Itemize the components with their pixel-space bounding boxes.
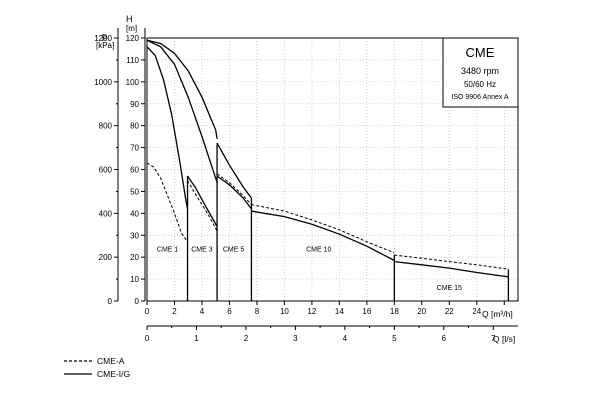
p-axis-tick-label: 800 (99, 122, 113, 131)
x-axis-tick-label: 6 (227, 307, 232, 316)
h-axis-tick-label: 90 (130, 100, 139, 109)
region-label: CME 15 (437, 285, 462, 292)
grid (147, 37, 518, 301)
h-axis-tick-label: 50 (130, 187, 139, 196)
x2-axis-tick-label: 6 (442, 334, 447, 343)
h-axis-tick-label: 20 (130, 253, 139, 262)
region-label: CME 5 (223, 246, 245, 253)
plot-frame (146, 37, 519, 302)
x-axis-tick-label: 16 (362, 307, 371, 316)
x-axis-tick-label: 0 (145, 307, 150, 316)
x2-axis-label: Q [l/s] (493, 334, 515, 344)
info-standard: ISO 9906 Annex A (451, 94, 509, 101)
axes: 0102030405060708090100110120H[m]02004006… (94, 14, 519, 344)
h-axis-tick-label: 70 (130, 144, 139, 153)
h-axis-tick-label: 30 (130, 231, 139, 240)
h-axis-tick-label: 110 (126, 56, 139, 65)
curve-solid-3 (186, 175, 218, 227)
x2-axis-tick-label: 1 (194, 334, 199, 343)
p-axis-tick-label: 1000 (94, 78, 112, 87)
x-axis-tick-label: 20 (417, 307, 426, 316)
x-axis-label: Q [m³/h] (482, 309, 513, 319)
p-axis-tick-label: 200 (99, 253, 113, 262)
x2-axis-tick-label: 2 (244, 334, 249, 343)
legend-label: CME-A (97, 356, 125, 366)
curve-solid-2 (146, 39, 218, 183)
legend: CME-A CME-I/G (64, 356, 130, 379)
p-axis-tick-label: 0 (108, 297, 113, 306)
x-axis-tick-label: 22 (445, 307, 454, 316)
x-axis-tick-label: 8 (255, 307, 260, 316)
x2-axis-tick-label: 7 (491, 334, 496, 343)
x2-axis-tick-label: 0 (145, 334, 150, 343)
h-axis-tick-label: 100 (126, 78, 140, 87)
info-title: CME (466, 45, 495, 60)
x2-axis-tick-label: 4 (343, 334, 348, 343)
h-axis-unit: [m] (126, 24, 137, 33)
h-axis-tick-label: 60 (130, 166, 139, 175)
p-axis-tick-label: 600 (99, 166, 113, 175)
info-speed: 3480 rpm (461, 66, 499, 76)
h-axis-label: H (126, 14, 133, 24)
x-axis-tick-label: 18 (390, 307, 399, 316)
x-axis-tick-label: 14 (335, 307, 344, 316)
x-axis-tick-label: 24 (472, 307, 481, 316)
labels: CME 1 CME 3 CME 5 CME 10 CME 15 (157, 246, 462, 291)
region-label: CME 10 (306, 246, 331, 253)
region-label: CME 3 (191, 246, 213, 253)
curve-solid-7 (216, 175, 252, 210)
x2-axis-tick-label: 3 (293, 334, 298, 343)
x2-axis-tick-label: 5 (392, 334, 397, 343)
region-label: CME 1 (157, 246, 179, 253)
p-axis-label: p (102, 31, 107, 41)
curve-solid-11 (394, 260, 509, 278)
info-frequency: 50/60 Hz (464, 80, 496, 89)
p-axis-tick-label: 1200 (94, 34, 112, 43)
x-axis-tick-label: 10 (280, 307, 289, 316)
h-axis-tick-label: 40 (130, 209, 139, 218)
x-axis-tick-label: 4 (200, 307, 205, 316)
h-axis-tick-label: 0 (135, 297, 140, 306)
p-axis-tick-label: 400 (99, 209, 113, 218)
curve-dashed-12 (394, 254, 509, 270)
x-axis-tick-label: 12 (307, 307, 316, 316)
x-axis-tick-label: 2 (172, 307, 177, 316)
curve-dashed-8 (216, 173, 252, 205)
legend-label: CME-I/G (97, 369, 130, 379)
curve-solid-9 (251, 210, 395, 262)
info-box: CME 3480 rpm 50/60 Hz ISO 9906 Annex A (442, 37, 519, 108)
curve-solid-5 (146, 39, 218, 139)
curve-solid-6 (216, 142, 252, 199)
h-axis-tick-label: 80 (130, 122, 139, 131)
p-axis-unit: [kPa] (96, 41, 114, 50)
curve-solid-0 (146, 46, 189, 210)
info-box-frame (442, 37, 519, 108)
curve-dashed-10 (251, 204, 395, 254)
curves (146, 39, 510, 301)
h-axis-tick-label: 120 (126, 34, 140, 43)
h-axis-tick-label: 10 (130, 275, 139, 284)
